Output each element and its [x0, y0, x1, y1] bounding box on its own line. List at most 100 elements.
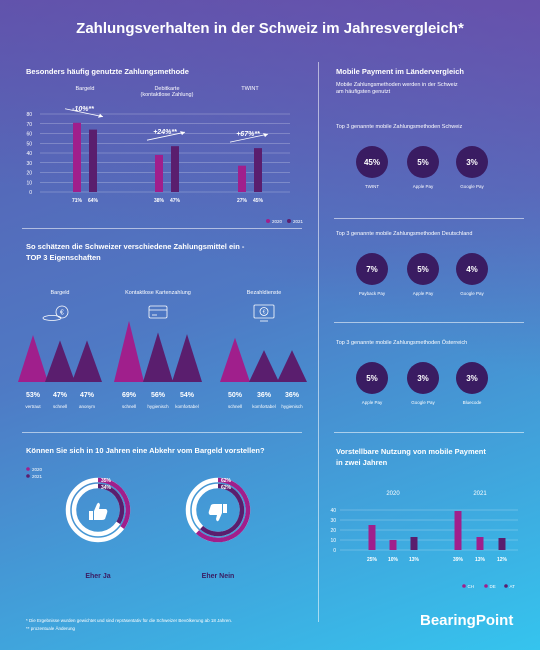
- donut-value-2021: 62%: [221, 485, 232, 491]
- card-icon: [148, 305, 168, 319]
- property-value: 54%: [180, 392, 195, 399]
- property-label: vertraut: [25, 404, 41, 409]
- property-triangle: [249, 350, 279, 382]
- property-triangle: [172, 334, 202, 382]
- cash-abandon-chart: 2020 2021 35%34% Eher Ja 62%62% Eher Nein: [26, 467, 251, 580]
- group-title: Bargeld: [51, 290, 70, 296]
- thumb-icon-part: [89, 511, 93, 520]
- method-name: Apple Pay: [412, 184, 434, 189]
- section-divider: [334, 322, 524, 323]
- property-value: 47%: [80, 392, 95, 399]
- legend-label: 2021: [32, 474, 43, 479]
- method-name: Payback Pay: [358, 291, 386, 296]
- method-share-circle: 5%: [356, 362, 388, 394]
- donut-value-2021: 34%: [101, 485, 112, 491]
- property-label: schnell: [228, 404, 242, 409]
- bar-value-label: 13%: [475, 557, 486, 563]
- bar-value-label: 71%: [72, 198, 83, 204]
- section-divider: [22, 432, 302, 433]
- legend-dot: [484, 584, 488, 588]
- category-label: TWINT: [241, 86, 259, 92]
- bar-value-label: 27%: [237, 198, 248, 204]
- y-tick-label: 50: [26, 141, 32, 147]
- thumb-icon-part: [208, 504, 222, 522]
- donut-label: Eher Nein: [202, 573, 235, 580]
- bar-ch: [368, 525, 376, 550]
- property-label: komfortabel: [252, 404, 276, 409]
- y-tick-label: 30: [330, 518, 336, 524]
- method-share-circle: 3%: [407, 362, 439, 394]
- group-title: Bezahldienste: [247, 290, 282, 296]
- method-share-circle: 3%: [456, 146, 488, 178]
- bar-2020: [238, 165, 246, 192]
- group-year-label: 2020: [386, 491, 400, 497]
- donut-value-2020: 35%: [101, 478, 112, 484]
- category-label: Debitkarte: [154, 86, 179, 92]
- payment-method-bar-chart: 0 10 20 30 40 50 60 70 80 Bargeld 71% 64% -10%** Debi…: [26, 86, 304, 224]
- bar-value-label: 12%: [497, 557, 508, 563]
- property-value: 56%: [151, 392, 166, 399]
- method-name: TWINT: [364, 184, 380, 189]
- method-share-circle: 3%: [456, 362, 488, 394]
- bar-value-label: 39%: [453, 557, 464, 563]
- change-arrow: [229, 133, 269, 143]
- method-name: Google Pay: [411, 400, 435, 405]
- bar-2020: [73, 122, 81, 192]
- y-tick-label: 10: [26, 180, 32, 186]
- donut-arc-2020: [195, 477, 251, 543]
- y-tick-label: 40: [330, 508, 336, 514]
- legend-label: 2020: [32, 467, 43, 472]
- bar-value-label: 45%: [253, 198, 264, 204]
- property-value: 36%: [285, 392, 300, 399]
- sec4-title-line1: Vorstellbare Nutzung von mobile Payment: [336, 447, 486, 456]
- sec1-title: Besonders häufig genutzte Zahlungsmethod…: [26, 67, 189, 76]
- mobile-pay-icon: [253, 304, 275, 319]
- coins-icon: €: [60, 310, 64, 317]
- country-title: Top 3 genannte mobile Zahlungsmethoden Ö…: [336, 340, 468, 346]
- y-tick-label: 0: [29, 190, 32, 196]
- bar-2021: [89, 129, 97, 192]
- method-name: Apple Pay: [361, 400, 383, 405]
- method-share-circle: 5%: [407, 146, 439, 178]
- section-divider: [334, 218, 524, 219]
- coins-icon: [55, 305, 69, 319]
- property-label: schnell: [53, 404, 67, 409]
- change-label: +24%**: [153, 129, 177, 136]
- property-triangle: [45, 340, 75, 382]
- legend-dot: [462, 584, 466, 588]
- right-subtitle-line1: Mobile Zahlungsmethoden werden in der Sc…: [336, 82, 458, 88]
- change-arrowhead: [263, 133, 268, 138]
- method-share-circle: 5%: [407, 253, 439, 285]
- bar-ch: [454, 511, 462, 550]
- bar-2021: [254, 148, 262, 192]
- method-name: Google Pay: [460, 184, 484, 189]
- section-divider: [334, 432, 524, 433]
- legend-label: 2020: [272, 219, 283, 224]
- method-share-circle: 4%: [456, 253, 488, 285]
- method-share-circle: 7%: [356, 253, 388, 285]
- bar-de: [389, 540, 397, 550]
- y-tick-label: 80: [26, 112, 32, 118]
- y-tick-label: 10: [330, 538, 336, 544]
- mobile-pay-icon: €: [263, 310, 266, 316]
- legend-label: 2021: [293, 219, 304, 224]
- property-value: 36%: [257, 392, 272, 399]
- category-label: Bargeld: [76, 86, 95, 92]
- property-triangle: [18, 335, 48, 382]
- footnote-2: ** prozentuale Änderung: [26, 626, 76, 631]
- property-label: hygienisch: [281, 404, 303, 409]
- donut-label: Eher Ja: [85, 573, 110, 580]
- bar-value-label: 25%: [367, 557, 378, 563]
- thumbs-down-icon: [208, 504, 227, 522]
- property-triangle: [72, 340, 102, 382]
- property-label: schnell: [122, 404, 136, 409]
- property-value: 69%: [122, 392, 137, 399]
- change-label: -10%**: [72, 106, 94, 113]
- property-value: 50%: [228, 392, 243, 399]
- property-triangle: [143, 332, 173, 382]
- bar-2021: [171, 146, 179, 192]
- column-divider: [318, 62, 319, 622]
- bar-de: [476, 537, 484, 550]
- method-name: Google Pay: [460, 291, 484, 296]
- donut-value-2020: 62%: [221, 478, 232, 484]
